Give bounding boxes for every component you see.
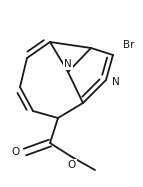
Text: O: O	[12, 147, 20, 157]
Text: N: N	[64, 59, 72, 69]
Text: Br: Br	[123, 40, 135, 50]
Text: O: O	[68, 160, 76, 170]
Text: N: N	[112, 77, 120, 87]
